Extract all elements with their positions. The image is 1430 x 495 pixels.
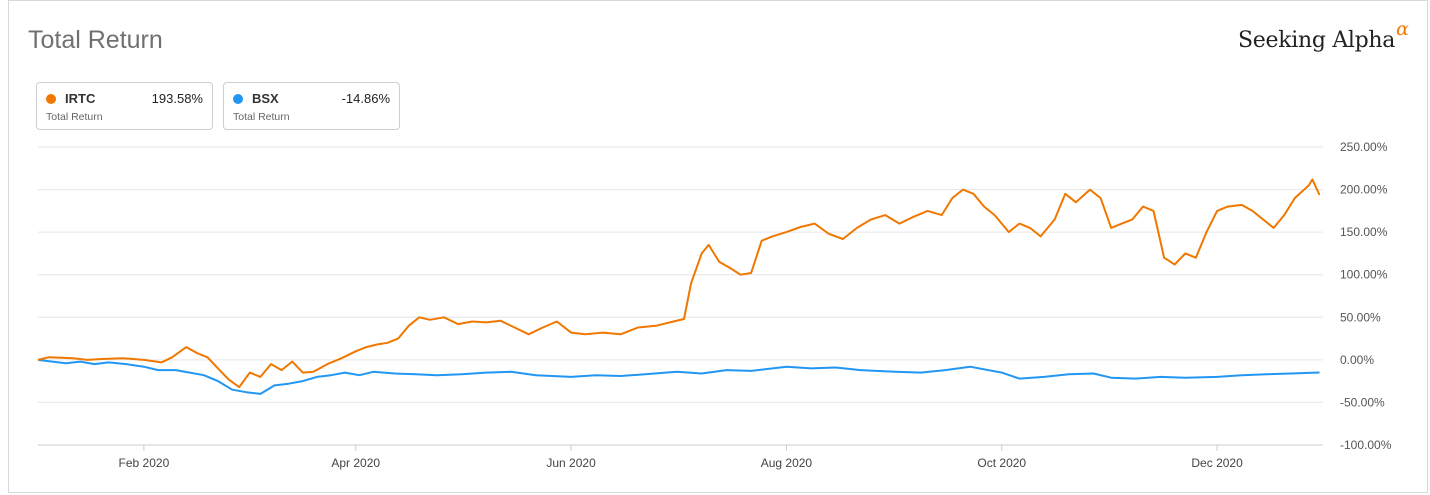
y-tick-label: 50.00%: [1340, 310, 1381, 324]
y-tick-label: 0.00%: [1340, 353, 1374, 367]
y-tick-label: -100.00%: [1340, 438, 1392, 452]
x-tick-label: Apr 2020: [331, 456, 380, 470]
legend-value: -14.86%: [341, 91, 390, 106]
y-tick-label: 200.00%: [1340, 183, 1388, 197]
legend-value: 193.58%: [151, 91, 203, 106]
irtc-dot-icon: [46, 94, 56, 104]
legend-sublabel: Total Return: [233, 111, 290, 123]
x-tick-label: Dec 2020: [1191, 456, 1243, 470]
y-tick-label: 100.00%: [1340, 268, 1388, 282]
y-tick-label: -50.00%: [1340, 395, 1385, 409]
series-line-irtc: [37, 178, 1321, 389]
bsx-dot-icon: [233, 94, 243, 104]
legend-ticker: IRTC: [65, 91, 96, 106]
y-tick-label: 150.00%: [1340, 225, 1388, 239]
x-tick-label: Feb 2020: [119, 456, 170, 470]
legend-card-irtc[interactable]: IRTC 193.58% Total Return: [36, 82, 213, 130]
y-tick-label: 250.00%: [1340, 140, 1388, 154]
chart-title: Total Return: [28, 26, 163, 54]
series-line-bsx: [37, 358, 1320, 395]
x-tick-label: Oct 2020: [977, 456, 1026, 470]
alpha-icon: α: [1396, 18, 1409, 40]
legend-ticker: BSX: [252, 91, 279, 106]
legend-card-bsx[interactable]: BSX -14.86% Total Return: [223, 82, 400, 130]
legend-sublabel: Total Return: [46, 111, 103, 123]
x-tick-label: Jun 2020: [546, 456, 596, 470]
x-tick-label: Aug 2020: [761, 456, 813, 470]
brand-name: Seeking Alpha: [1238, 28, 1396, 53]
seeking-alpha-logo[interactable]: Seeking Alphaα: [1238, 18, 1409, 53]
